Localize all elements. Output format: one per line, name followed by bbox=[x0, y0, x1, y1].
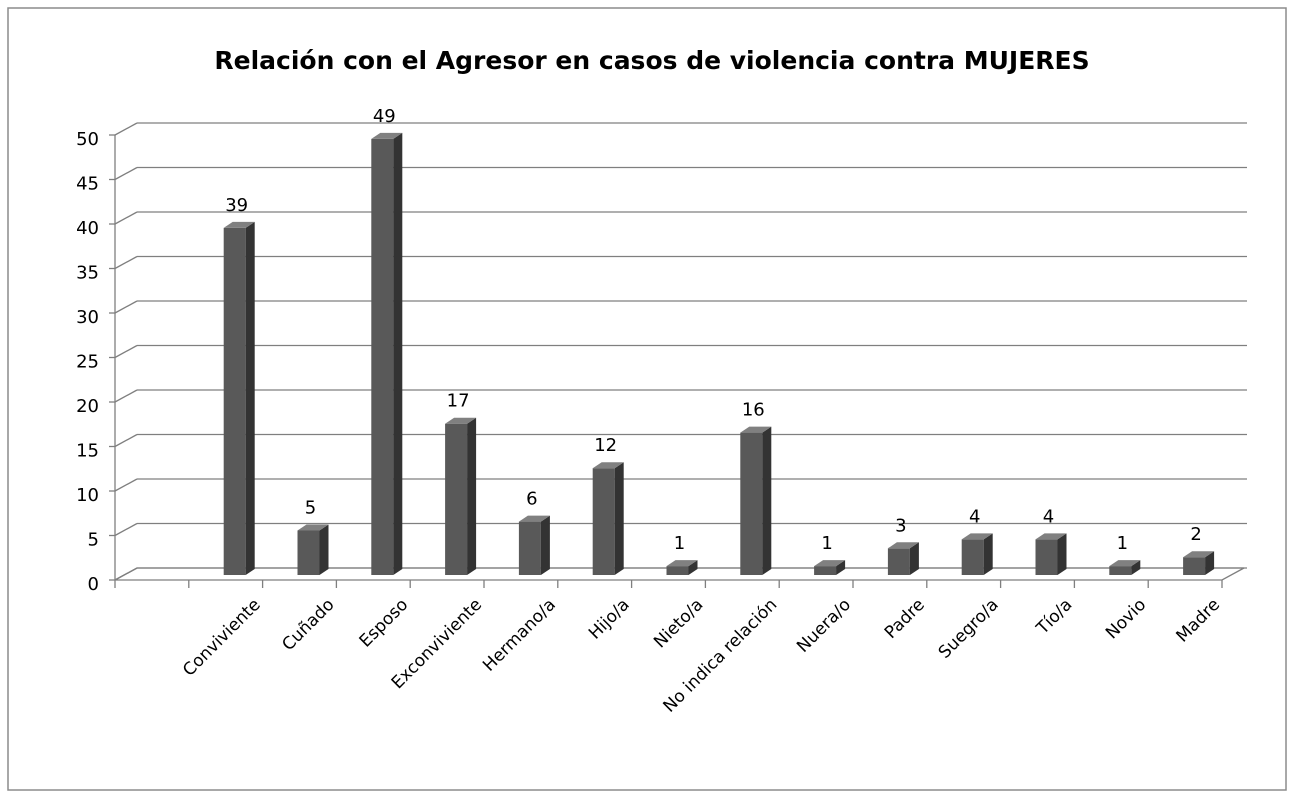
bar bbox=[371, 132, 403, 575]
bar-top bbox=[592, 462, 624, 469]
bar-top bbox=[445, 417, 477, 424]
value-label: 16 bbox=[742, 400, 765, 421]
bar-top bbox=[297, 524, 329, 531]
bar-side bbox=[909, 542, 919, 575]
bar bbox=[814, 560, 846, 575]
bar-front bbox=[592, 468, 615, 575]
grid-line-side bbox=[114, 300, 138, 314]
bar-front bbox=[297, 530, 320, 575]
bar-front bbox=[371, 138, 394, 575]
bar-side bbox=[1205, 551, 1215, 575]
grid-line-side bbox=[114, 122, 138, 136]
grid-line-side bbox=[114, 211, 138, 225]
bar-top bbox=[223, 221, 255, 228]
bar bbox=[592, 462, 624, 575]
chart-title: Relación con el Agresor en casos de viol… bbox=[214, 46, 1089, 75]
y-tick-label: 25 bbox=[76, 352, 99, 373]
y-tick-label: 50 bbox=[76, 129, 99, 150]
bar-side bbox=[467, 417, 477, 575]
y-tick-label: 0 bbox=[88, 574, 99, 595]
bar-side bbox=[762, 426, 772, 575]
bar-top bbox=[371, 132, 403, 139]
bar-front bbox=[1109, 566, 1132, 575]
bar bbox=[1109, 560, 1141, 575]
bar-top bbox=[1035, 533, 1067, 540]
value-label: 1 bbox=[821, 533, 832, 554]
bar-front bbox=[1183, 557, 1206, 575]
bar-front bbox=[518, 521, 541, 575]
bar-side bbox=[393, 132, 403, 575]
bar-front bbox=[961, 539, 984, 575]
bar bbox=[961, 533, 993, 575]
bar bbox=[887, 542, 919, 575]
grid-line-side bbox=[114, 389, 138, 403]
bar-front bbox=[1035, 539, 1058, 575]
bar bbox=[445, 417, 477, 575]
bar-side bbox=[319, 524, 329, 575]
bar-top bbox=[814, 560, 846, 567]
grid-line-side bbox=[114, 166, 138, 181]
value-label: 49 bbox=[373, 106, 396, 127]
bar-top bbox=[887, 542, 919, 549]
bar-top bbox=[740, 426, 772, 433]
bar-side bbox=[836, 560, 846, 575]
bar bbox=[666, 560, 698, 575]
bar-side bbox=[1057, 533, 1067, 575]
value-label: 39 bbox=[225, 195, 248, 216]
bar-top bbox=[1109, 560, 1141, 567]
value-label: 1 bbox=[674, 533, 685, 554]
grid-line-side bbox=[114, 433, 138, 448]
grid-line-side bbox=[114, 478, 138, 492]
bar bbox=[1183, 551, 1215, 575]
y-tick-label: 20 bbox=[76, 396, 99, 417]
grid-line-side bbox=[114, 344, 138, 359]
bar-top bbox=[666, 560, 698, 567]
value-label: 5 bbox=[305, 498, 316, 519]
y-tick-label: 15 bbox=[76, 441, 99, 462]
bar-front bbox=[445, 423, 468, 575]
bar-side bbox=[1131, 560, 1141, 575]
bar bbox=[223, 221, 255, 575]
value-label: 6 bbox=[526, 489, 537, 510]
y-tick-label: 30 bbox=[76, 307, 99, 328]
bar bbox=[297, 524, 329, 575]
bar-side bbox=[983, 533, 993, 575]
y-tick-label: 10 bbox=[76, 485, 99, 506]
value-label: 17 bbox=[447, 391, 470, 412]
value-label: 2 bbox=[1190, 524, 1201, 545]
grid-line-side bbox=[114, 255, 138, 270]
bar bbox=[740, 426, 772, 575]
value-label: 1 bbox=[1117, 533, 1128, 554]
y-tick-label: 40 bbox=[76, 218, 99, 239]
bar bbox=[1035, 533, 1067, 575]
grid-line-side bbox=[114, 567, 138, 581]
bar-side bbox=[540, 515, 550, 575]
chart-frame bbox=[7, 7, 1287, 791]
bar-front bbox=[814, 566, 837, 575]
bar-top bbox=[961, 533, 993, 540]
y-tick-label: 5 bbox=[88, 530, 99, 551]
bar-side bbox=[688, 560, 698, 575]
y-tick-label: 45 bbox=[76, 174, 99, 195]
bar-front bbox=[666, 566, 689, 575]
bar bbox=[518, 515, 550, 575]
y-tick-label: 35 bbox=[76, 263, 99, 284]
bar-side bbox=[245, 221, 255, 575]
bar-front bbox=[223, 227, 246, 575]
bar-side bbox=[614, 462, 624, 575]
bar-top bbox=[1183, 551, 1215, 558]
bar-front bbox=[887, 548, 910, 575]
value-label: 12 bbox=[594, 435, 617, 456]
bar-front bbox=[740, 432, 763, 575]
value-label: 4 bbox=[969, 506, 980, 527]
value-label: 3 bbox=[895, 515, 906, 536]
bar-top bbox=[518, 515, 550, 522]
grid-line-side bbox=[114, 522, 138, 537]
value-label: 4 bbox=[1043, 506, 1054, 527]
